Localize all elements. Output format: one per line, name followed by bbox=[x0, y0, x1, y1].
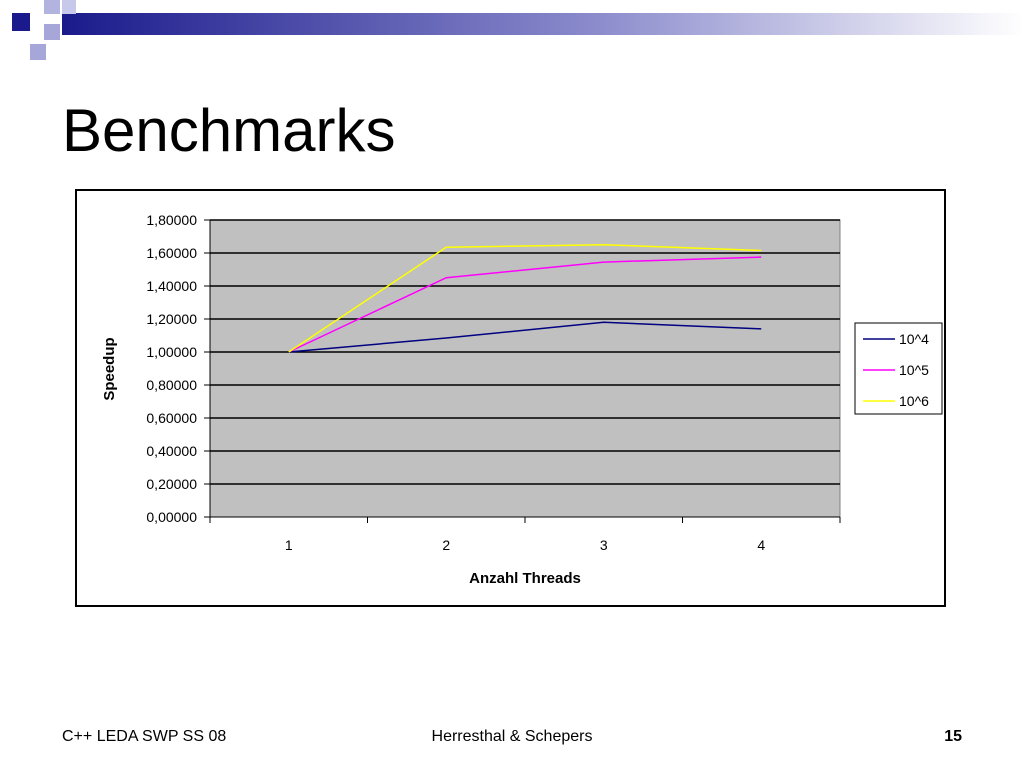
y-tick-label: 1,40000 bbox=[146, 278, 197, 294]
footer-authors: Herresthal & Schepers bbox=[431, 728, 593, 745]
decor-square-dark bbox=[12, 13, 30, 31]
page-number: 15 bbox=[944, 728, 962, 745]
y-tick-label: 1,60000 bbox=[146, 245, 197, 261]
x-axis-label: Anzahl Threads bbox=[469, 570, 581, 587]
y-tick-label: 0,20000 bbox=[146, 476, 197, 492]
legend-label: 10^5 bbox=[899, 362, 929, 378]
x-tick-label: 2 bbox=[442, 537, 450, 553]
series-line bbox=[288, 256, 762, 353]
y-tick-label: 0,60000 bbox=[146, 410, 197, 426]
legend-label: 10^6 bbox=[899, 393, 929, 409]
legend: 10^4 10^5 10^6 bbox=[854, 322, 943, 415]
header-gradient-bar bbox=[62, 13, 1024, 35]
series-line bbox=[288, 243, 762, 353]
y-tick-label: 0,80000 bbox=[146, 377, 197, 393]
line-chart: 0,00000 0,20000 0,40000 0,60000 0,80000 1,000… bbox=[101, 212, 943, 587]
slide-title: Benchmarks bbox=[62, 97, 396, 164]
legend-box bbox=[854, 322, 943, 415]
plot-area bbox=[209, 219, 841, 518]
series-line bbox=[288, 321, 762, 353]
decor-square-light-4 bbox=[30, 44, 46, 60]
y-tick-label: 0,00000 bbox=[146, 509, 197, 525]
y-axis-label: Speedup bbox=[101, 337, 118, 400]
header-decoration bbox=[12, 0, 1024, 60]
x-tick-label: 3 bbox=[600, 537, 608, 553]
footer-course: C++ LEDA SWP SS 08 bbox=[62, 728, 227, 745]
chart-frame: 0,00000 0,20000 0,40000 0,60000 0,80000 1,000… bbox=[75, 189, 946, 607]
decor-square-light-1 bbox=[44, 0, 60, 14]
y-tick-label: 1,80000 bbox=[146, 212, 197, 228]
decor-square-light-2 bbox=[62, 0, 76, 14]
legend-label: 10^4 bbox=[899, 331, 929, 347]
decor-square-light-3 bbox=[44, 24, 60, 40]
y-tick-label: 1,20000 bbox=[146, 311, 197, 327]
x-tick-label: 4 bbox=[757, 537, 765, 553]
x-tick-label: 1 bbox=[285, 537, 293, 553]
y-tick-label: 0,40000 bbox=[146, 443, 197, 459]
y-tick-label: 1,00000 bbox=[146, 344, 197, 360]
